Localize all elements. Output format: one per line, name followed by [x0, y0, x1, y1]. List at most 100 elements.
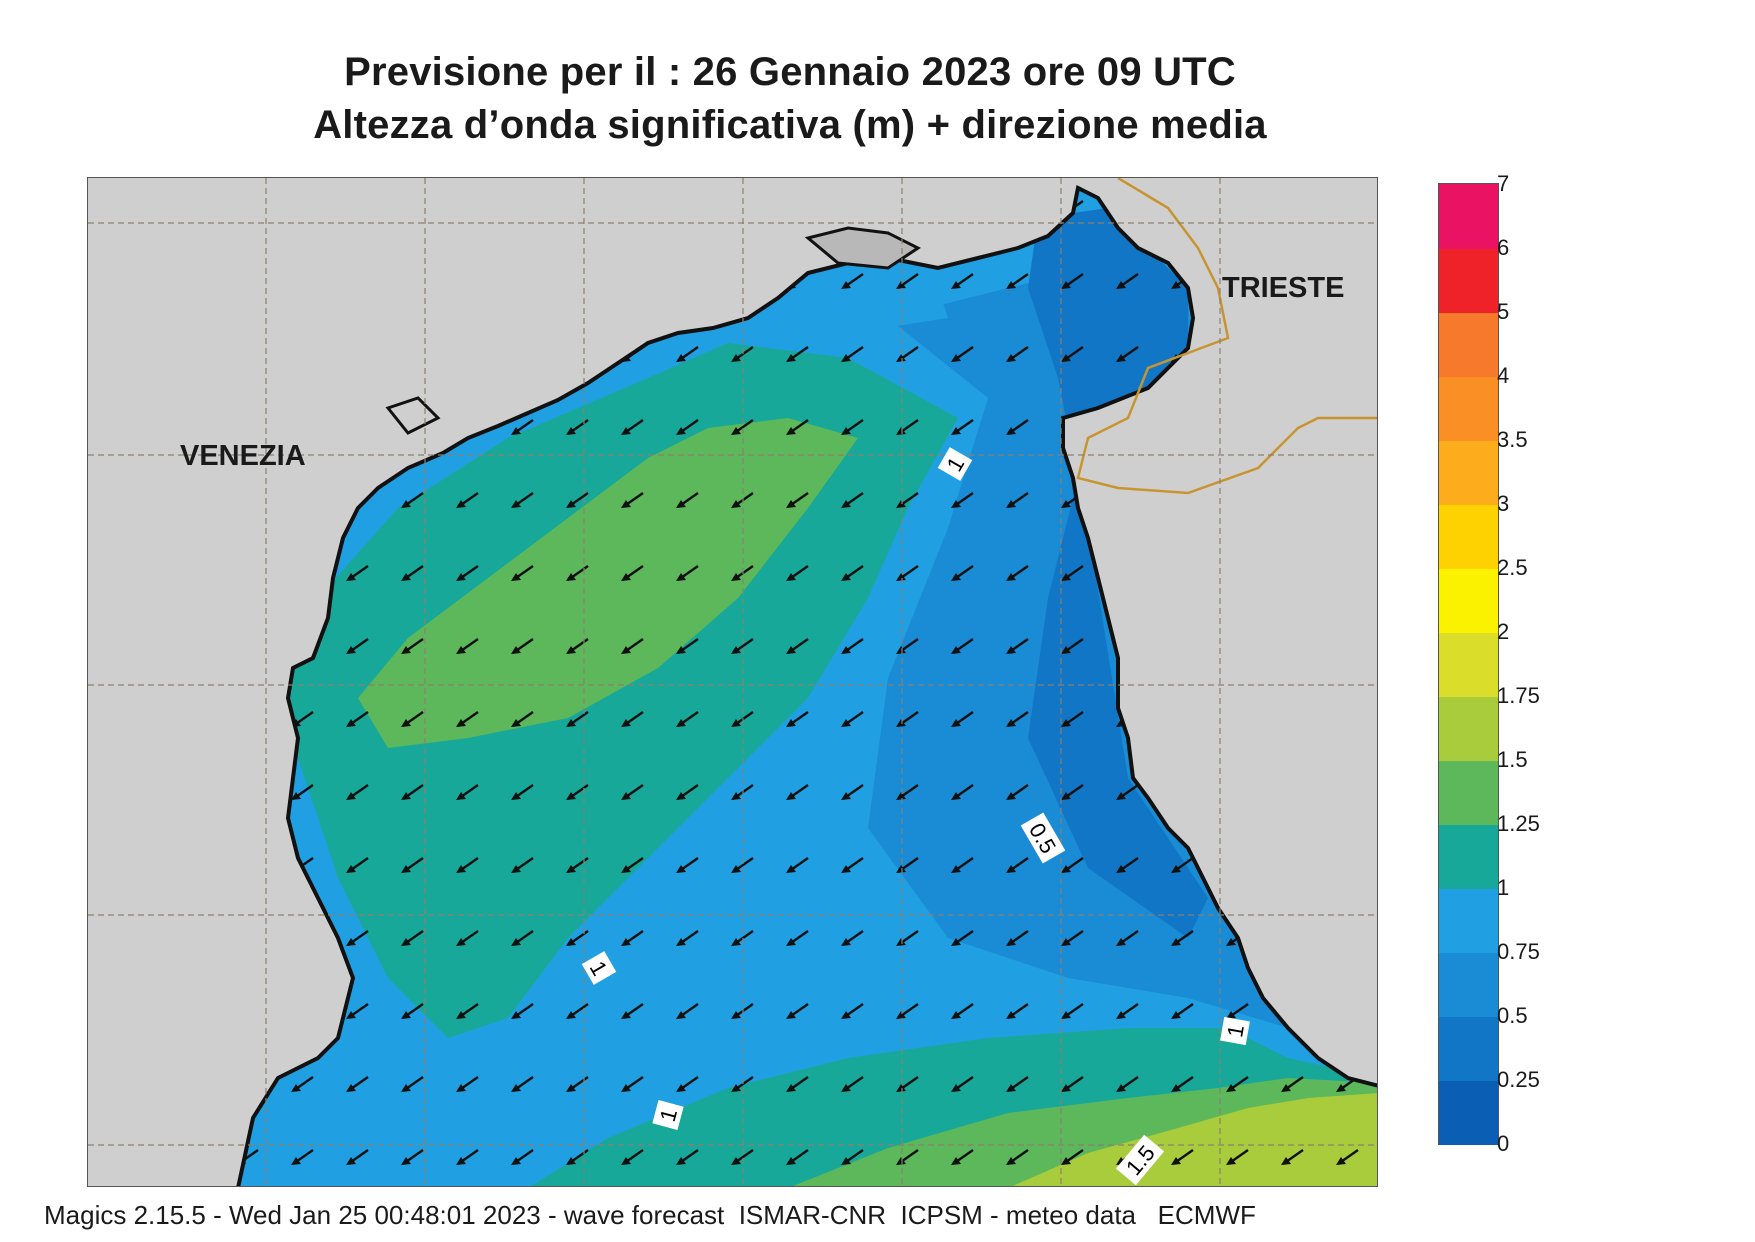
wave-arrow: [951, 273, 974, 289]
wave-arrow: [841, 273, 864, 289]
colorbar-segment: [1439, 504, 1498, 569]
wave-arrow: [511, 419, 534, 435]
wave-arrow: [896, 857, 919, 873]
colorbar-tick-label: 1.25: [1497, 811, 1540, 836]
map-subtitle: Altezza d’onda significativa (m) + direz…: [313, 103, 1267, 147]
wave-arrow: [346, 930, 369, 946]
wave-arrow: [841, 565, 864, 581]
wave-arrow: [841, 930, 864, 946]
wave-arrow: [951, 784, 974, 800]
wave-arrow: [951, 565, 974, 581]
wave-arrow: [1281, 1076, 1304, 1092]
wave-arrow: [346, 784, 369, 800]
wave-arrow: [1061, 1149, 1084, 1165]
colorbar-tick-label: 1.5: [1497, 747, 1528, 772]
colorbar-segment: [1439, 888, 1498, 953]
wave-arrow: [621, 492, 644, 508]
wave-arrow: [841, 346, 864, 362]
wave-arrow: [951, 419, 974, 435]
wave-arrow: [786, 346, 809, 362]
colorbar-tick-label: 2.5: [1497, 555, 1528, 580]
wave-arrow: [1116, 857, 1139, 873]
wave-arrow: [511, 565, 534, 581]
wave-arrow: [786, 930, 809, 946]
city-label-trieste: TRIESTE: [1222, 272, 1345, 304]
wave-arrow: [401, 1076, 424, 1092]
wave-arrow: [1006, 930, 1029, 946]
wave-arrow: [786, 1076, 809, 1092]
colorbar-tick-label: 7: [1497, 171, 1510, 196]
wave-arrow: [1061, 930, 1084, 946]
wave-arrow: [401, 1149, 424, 1165]
wave-arrow: [896, 930, 919, 946]
wave-arrow: [511, 1149, 534, 1165]
wave-arrow: [346, 1003, 369, 1019]
footer-credits: Magics 2.15.5 - Wed Jan 25 00:48:01 2023…: [44, 1200, 1256, 1230]
wave-arrow: [786, 711, 809, 727]
wave-arrow: [896, 1076, 919, 1092]
wave-arrow: [951, 711, 974, 727]
wave-arrow: [1116, 784, 1139, 800]
wave-arrow: [731, 638, 754, 654]
wave-arrow: [456, 930, 479, 946]
wave-arrow: [621, 419, 644, 435]
wave-arrow: [401, 565, 424, 581]
wave-arrow: [676, 930, 699, 946]
wave-arrow: [841, 492, 864, 508]
wave-arrow: [676, 784, 699, 800]
wave-arrow: [786, 1149, 809, 1165]
wave-arrow: [346, 638, 369, 654]
wave-arrow: [896, 273, 919, 289]
wave-arrow: [291, 784, 314, 800]
colorbar-segment: [1439, 568, 1498, 633]
colorbar-segment: [1439, 184, 1498, 249]
wave-arrow: [511, 638, 534, 654]
wave-arrow: [621, 857, 644, 873]
wave-arrow: [1006, 1003, 1029, 1019]
wave-arrow: [621, 711, 644, 727]
wave-arrow: [841, 419, 864, 435]
wave-arrow: [676, 638, 699, 654]
wave-arrow: [511, 784, 534, 800]
wave-arrow: [896, 565, 919, 581]
wave-arrow: [456, 638, 479, 654]
wave-arrow: [786, 638, 809, 654]
wave-arrow: [1006, 638, 1029, 654]
wave-arrow: [401, 857, 424, 873]
wave-arrow: [951, 492, 974, 508]
wave-arrow: [1116, 930, 1139, 946]
colorbar-segment: [1439, 376, 1498, 441]
wave-arrow: [1116, 1076, 1139, 1092]
wave-arrow: [1061, 1003, 1084, 1019]
wave-arrow: [896, 1149, 919, 1165]
wave-arrow: [566, 638, 589, 654]
wave-arrow: [951, 638, 974, 654]
map-canvas: 1 0.5 1 1 1 1.5: [88, 178, 1377, 1186]
wave-arrow: [511, 930, 534, 946]
field-125-15: [358, 418, 858, 748]
wave-arrow: [1006, 711, 1029, 727]
wave-arrow: [1226, 1076, 1249, 1092]
colorbar-tick-label: 2: [1497, 619, 1510, 644]
wave-arrow: [566, 930, 589, 946]
wave-arrow: [346, 1076, 369, 1092]
wave-arrow: [566, 711, 589, 727]
wave-arrow: [896, 492, 919, 508]
wave-arrow: [566, 565, 589, 581]
wave-arrow: [566, 784, 589, 800]
wave-arrow: [841, 857, 864, 873]
wave-arrow: [621, 638, 644, 654]
wave-arrow: [896, 711, 919, 727]
wave-arrow: [786, 784, 809, 800]
wave-arrow: [786, 857, 809, 873]
wave-arrow: [456, 1003, 479, 1019]
wave-arrow: [621, 1076, 644, 1092]
colorbar-segment: [1439, 632, 1498, 697]
colorbar-tick-label: 1.75: [1497, 683, 1540, 708]
wave-arrow: [566, 857, 589, 873]
wave-arrow: [401, 492, 424, 508]
wave-arrow: [786, 565, 809, 581]
wave-arrow: [291, 1076, 314, 1092]
wave-arrow: [456, 784, 479, 800]
wave-arrow: [676, 492, 699, 508]
